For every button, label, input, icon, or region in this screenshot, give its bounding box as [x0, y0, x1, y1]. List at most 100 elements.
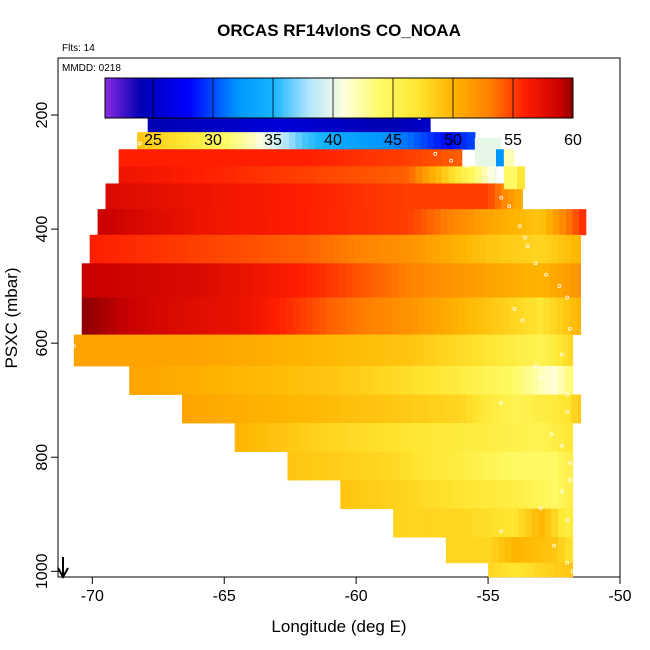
heatmap-cell	[321, 132, 330, 150]
heatmap-cell	[526, 209, 534, 236]
flight-track-point	[520, 318, 525, 323]
heatmap-cell	[538, 537, 546, 564]
heatmap-cell	[501, 562, 509, 578]
heatmap-cell	[443, 334, 451, 367]
heatmap-cell	[538, 423, 546, 452]
heatmap-cell	[381, 132, 389, 150]
heatmap-cell	[414, 132, 422, 150]
colorbar-segment	[366, 78, 370, 118]
colorbar-segment	[378, 78, 382, 118]
heatmap-cell	[406, 423, 414, 452]
colorbar-segment	[381, 78, 385, 118]
heatmap-cell	[365, 263, 373, 298]
heatmap-cell	[373, 480, 381, 509]
heatmap-cell	[108, 297, 116, 336]
heatmap-cell	[518, 508, 526, 538]
heatmap-cell	[560, 562, 568, 578]
heatmap-cell	[435, 166, 443, 184]
heatmap-cell	[180, 297, 188, 336]
flight-track-point	[512, 307, 517, 311]
heatmap-cell	[473, 209, 481, 236]
heatmap-cell	[287, 234, 295, 264]
heatmap-cell	[498, 423, 506, 452]
heatmap-cell	[250, 166, 258, 184]
heatmap-cell	[407, 132, 415, 150]
heatmap-cell	[138, 183, 146, 210]
heatmap-cell	[168, 234, 177, 264]
heatmap-cell	[505, 234, 513, 264]
colorbar-segment	[315, 78, 319, 118]
heatmap-cell	[309, 149, 318, 167]
heatmap-cell	[208, 234, 216, 264]
heatmap-cell	[495, 149, 504, 167]
heatmap-cell	[131, 166, 140, 184]
colorbar-segment	[471, 78, 475, 118]
heatmap-cell	[176, 132, 184, 150]
colorbar-segment	[276, 78, 280, 118]
heatmap-cell	[251, 334, 260, 367]
heatmap-cell	[510, 297, 518, 336]
heatmap-cell	[465, 423, 473, 452]
colorbar-segment	[204, 78, 208, 118]
heatmap-cell	[459, 394, 467, 424]
heatmap-cell	[564, 451, 572, 481]
heatmap-cell	[538, 394, 546, 424]
heatmap-cell	[246, 263, 254, 298]
heatmap-cell	[517, 263, 525, 298]
heatmap-cell	[197, 183, 206, 210]
heatmap-cell	[505, 394, 513, 424]
heatmap-cell	[130, 209, 138, 236]
heatmap-cell	[88, 263, 96, 298]
colorbar-segment	[450, 78, 454, 118]
flight-track-point	[525, 244, 530, 249]
heatmap-cell	[465, 451, 473, 481]
heatmap-cell	[490, 297, 498, 336]
heatmap-cell	[408, 166, 417, 184]
heatmap-cell	[353, 234, 361, 264]
colorbar-segment	[237, 78, 241, 118]
heatmap-cell	[539, 209, 547, 236]
heatmap-cell	[80, 334, 88, 367]
colorbar-tick-label: 50	[444, 132, 462, 149]
heatmap-cell	[237, 183, 245, 210]
heatmap-cell	[452, 365, 460, 395]
colorbar-segment	[108, 78, 112, 118]
heatmap-cell	[517, 166, 526, 190]
heatmap-cell	[327, 451, 335, 481]
heatmap-cell	[312, 297, 320, 336]
heatmap-cell	[224, 149, 232, 167]
heatmap-cell	[366, 423, 374, 452]
heatmap-cell	[254, 365, 262, 395]
flight-track-point	[544, 272, 549, 277]
heatmap-cell	[340, 365, 348, 395]
heatmap-cell	[275, 132, 283, 150]
heatmap-cell	[203, 209, 211, 236]
heatmap-cell	[478, 508, 487, 538]
heatmap-cell	[245, 334, 253, 367]
colorbar-segment	[447, 78, 451, 118]
heatmap-cell	[346, 423, 355, 452]
heatmap-cell	[427, 209, 435, 236]
heatmap-cell	[525, 423, 533, 452]
colorbar-segment	[453, 78, 457, 118]
heatmap-cell	[448, 183, 456, 210]
heatmap-cell	[531, 423, 539, 452]
heatmap-cell	[455, 166, 463, 184]
heatmap-cell	[532, 209, 541, 236]
heatmap-cell	[513, 209, 521, 236]
colorbar-segment	[222, 78, 226, 118]
heatmap-cell	[156, 209, 165, 236]
flight-track-point	[570, 569, 575, 574]
heatmap-cell	[426, 365, 434, 395]
heatmap-cell	[234, 365, 242, 395]
heatmap-cell	[312, 263, 320, 298]
colorbar-segment	[558, 78, 562, 118]
heatmap-cell	[184, 183, 192, 210]
heatmap-cell	[308, 132, 316, 150]
heatmap-cell	[447, 132, 455, 150]
heatmap-cell	[292, 263, 301, 298]
heatmap-cell	[262, 209, 270, 236]
heatmap-cell	[152, 334, 161, 367]
colorbar-segment	[420, 78, 424, 118]
heatmap-cell	[366, 365, 374, 395]
